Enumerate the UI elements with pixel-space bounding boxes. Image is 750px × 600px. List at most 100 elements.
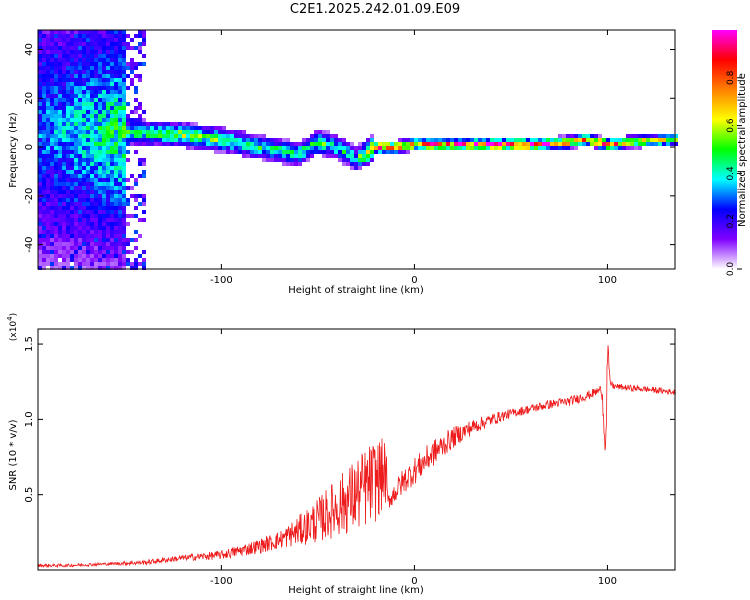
spectrogram-cell xyxy=(42,138,46,142)
spectrogram-cell xyxy=(118,134,122,138)
spectrogram-cell xyxy=(306,154,310,158)
spectrogram-cell xyxy=(582,138,586,142)
spectrogram-cell xyxy=(66,198,70,202)
spectrogram-cell xyxy=(638,134,642,138)
spectrogram-cell xyxy=(166,130,170,134)
spectrogram-cell xyxy=(46,58,50,62)
spectrogram-cell xyxy=(262,134,266,138)
spectrogram-cell xyxy=(138,194,142,198)
snr-x-tick-label: -100 xyxy=(210,576,233,587)
spectrogram-cell xyxy=(126,238,130,242)
spectrogram-cell xyxy=(138,42,142,46)
spectrogram-cell xyxy=(98,190,102,194)
spectrogram-cell xyxy=(62,174,66,178)
spectrogram-cell xyxy=(298,142,302,146)
spectrogram-cell xyxy=(454,146,458,150)
spectrogram-cell xyxy=(106,254,110,258)
spectrogram-cell xyxy=(118,66,122,70)
spectrogram-cell xyxy=(86,114,90,118)
spectrogram-cell xyxy=(98,162,102,166)
spectrogram-cell xyxy=(38,90,42,94)
spectrogram-cell xyxy=(58,130,62,134)
spectrogram-cell xyxy=(78,82,82,86)
spectrogram-cell xyxy=(286,150,290,154)
spectrogram-cell xyxy=(118,154,122,158)
spectrogram-cell xyxy=(74,214,78,218)
spectrogram-cell xyxy=(78,166,82,170)
spectrogram-cell xyxy=(122,138,126,142)
spectrogram-cell xyxy=(66,42,70,46)
spectrogram-cell xyxy=(86,182,90,186)
spectrogram-cell xyxy=(114,66,118,70)
spectrogram-cell xyxy=(58,190,62,194)
spectrogram-cell xyxy=(266,146,270,150)
spectrogram-cell xyxy=(94,126,98,130)
spectrogram-cell xyxy=(50,182,54,186)
spectrogram-cell xyxy=(46,154,50,158)
spectrogram-cell xyxy=(62,218,66,222)
spectrogram-cell xyxy=(42,254,46,258)
spectrogram-cell xyxy=(86,214,90,218)
spectrogram-cell xyxy=(42,206,46,210)
spectrogram-cell xyxy=(354,166,358,170)
spectrogram-cell xyxy=(198,130,202,134)
spectrogram-cell xyxy=(206,142,210,146)
spectrogram-cell xyxy=(50,266,54,270)
spectrogram-cell xyxy=(86,106,90,110)
spectrogram-cell xyxy=(218,126,222,130)
spectrogram-cell xyxy=(318,150,322,154)
spectrogram-cell xyxy=(166,142,170,146)
spectrogram-cell xyxy=(218,146,222,150)
spectrogram-cell xyxy=(378,150,382,154)
spectrogram-cell xyxy=(194,142,198,146)
spectrogram-cell xyxy=(98,194,102,198)
spectrogram-cell xyxy=(326,150,330,154)
spectrogram-cell xyxy=(190,126,194,130)
spectrogram-cell xyxy=(334,138,338,142)
spectrogram-cell xyxy=(106,186,110,190)
spectrogram-cell xyxy=(478,138,482,142)
spectrogram-cell xyxy=(510,142,514,146)
spectrogram-cell xyxy=(622,142,626,146)
spectrogram-cell xyxy=(86,82,90,86)
spectrogram-cell xyxy=(106,266,110,270)
spectrogram-cell xyxy=(50,46,54,50)
spectrogram-cell xyxy=(74,138,78,142)
spectrogram-cell xyxy=(494,146,498,150)
spectrogram-cell xyxy=(238,150,242,154)
spectrogram-cell xyxy=(194,126,198,130)
spectrogram-cell xyxy=(118,198,122,202)
spectrogram-cell xyxy=(102,138,106,142)
spectrogram-cell xyxy=(370,146,374,150)
spectrogram-cell xyxy=(602,146,606,150)
spectrogram-cell xyxy=(66,146,70,150)
spectrogram-cell xyxy=(130,82,134,86)
spectrogram-cell xyxy=(86,118,90,122)
spectrogram-cell xyxy=(510,146,514,150)
spectrogram-cell xyxy=(674,142,678,146)
spectrogram-cell xyxy=(630,134,634,138)
spectrogram-cell xyxy=(134,194,138,198)
spectrogram-cell xyxy=(94,118,98,122)
spectrogram-cell xyxy=(202,134,206,138)
spectrogram-cell xyxy=(134,62,138,66)
spectrogram-cell xyxy=(42,170,46,174)
spectrogram-cell xyxy=(58,202,62,206)
spectrogram-cell xyxy=(46,210,50,214)
spectrogram-cell xyxy=(330,154,334,158)
spectrogram-cell xyxy=(530,142,534,146)
spectrogram-cell xyxy=(98,222,102,226)
spectrogram-cell xyxy=(70,162,74,166)
spectrogram-cell xyxy=(634,138,638,142)
spectrogram-cell xyxy=(74,154,78,158)
spectrogram-cell xyxy=(98,202,102,206)
spectrogram-cell xyxy=(50,222,54,226)
spectrogram-cell xyxy=(74,254,78,258)
spectrogram-cell xyxy=(66,230,70,234)
spectrogram-cell xyxy=(506,138,510,142)
spectrogram-cell xyxy=(286,138,290,142)
spectrogram-cell xyxy=(454,138,458,142)
spectrogram-cell xyxy=(82,106,86,110)
spectrogram-cell xyxy=(278,146,282,150)
